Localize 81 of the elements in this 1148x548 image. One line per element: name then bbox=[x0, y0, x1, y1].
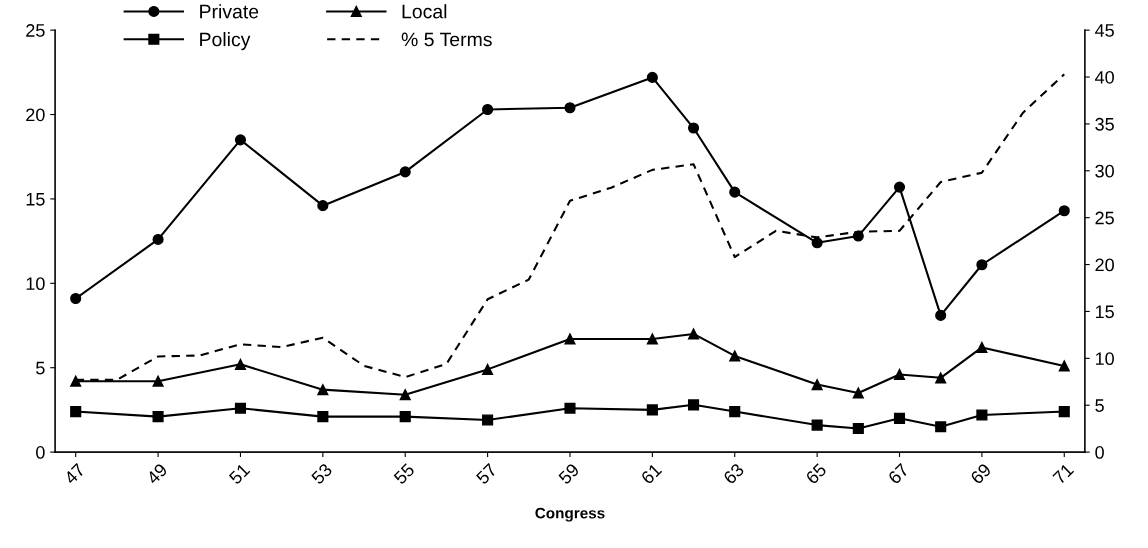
point bbox=[152, 375, 164, 387]
point bbox=[317, 200, 329, 212]
point bbox=[234, 134, 247, 146]
point bbox=[564, 102, 576, 114]
point bbox=[1058, 406, 1070, 418]
x-tick-label: 47 bbox=[63, 462, 86, 485]
y2-tick-label: 0 bbox=[1095, 446, 1104, 459]
y2-tick-label: 40 bbox=[1095, 70, 1114, 84]
point bbox=[317, 384, 329, 396]
point bbox=[564, 333, 576, 345]
x-tick-label: 53 bbox=[310, 462, 333, 485]
point bbox=[893, 368, 906, 381]
point bbox=[935, 372, 947, 384]
point bbox=[729, 186, 741, 198]
legend-label: Policy bbox=[200, 32, 251, 51]
x-tick-label: 49 bbox=[145, 462, 168, 486]
point bbox=[646, 333, 658, 345]
point bbox=[687, 328, 700, 340]
y-tick-label: 10 bbox=[26, 277, 45, 291]
point bbox=[70, 375, 82, 387]
x-tick-label: 55 bbox=[393, 462, 416, 485]
point bbox=[935, 421, 947, 433]
point bbox=[976, 409, 988, 421]
y2-tick-label: 20 bbox=[1095, 258, 1114, 272]
y2-tick-label: 15 bbox=[1095, 305, 1114, 319]
point bbox=[852, 422, 864, 435]
point bbox=[70, 406, 82, 418]
y2-tick-label: 45 bbox=[1095, 24, 1114, 37]
point bbox=[1058, 205, 1070, 217]
x-tick-label: 67 bbox=[887, 462, 910, 485]
point bbox=[976, 259, 988, 271]
x-tick-label: 63 bbox=[722, 462, 745, 485]
point bbox=[1058, 360, 1070, 372]
legend-label: % 5 Terms bbox=[401, 32, 492, 47]
point bbox=[811, 419, 823, 431]
point bbox=[234, 358, 247, 370]
point bbox=[482, 363, 494, 375]
point bbox=[152, 233, 164, 245]
legend-label: Private bbox=[200, 4, 259, 19]
point bbox=[317, 411, 329, 423]
point bbox=[687, 399, 700, 411]
point bbox=[564, 402, 576, 414]
point bbox=[976, 341, 988, 354]
x-axis-title: Congress bbox=[535, 507, 605, 522]
x-tick-label: 65 bbox=[805, 462, 828, 485]
point bbox=[935, 309, 947, 321]
x-tick-label: 51 bbox=[228, 462, 251, 485]
y2-tick-label: 25 bbox=[1095, 211, 1114, 225]
y2-tick-label: 30 bbox=[1095, 164, 1114, 178]
point bbox=[893, 412, 906, 424]
y-tick-label: 25 bbox=[26, 24, 45, 37]
y-tick-label: 15 bbox=[26, 193, 45, 206]
x-tick-label: 71 bbox=[1052, 462, 1075, 485]
x-tick-label: 61 bbox=[640, 462, 663, 485]
point bbox=[482, 414, 494, 426]
y2-tick-label: 5 bbox=[1095, 399, 1104, 412]
point bbox=[399, 166, 411, 178]
point bbox=[852, 387, 864, 399]
x-tick-label: 57 bbox=[475, 462, 498, 485]
point bbox=[811, 237, 823, 249]
x-tick-label: 69 bbox=[969, 462, 992, 485]
y2-tick-label: 35 bbox=[1095, 117, 1114, 131]
legend-label: Local bbox=[402, 4, 447, 19]
x-tick-label: 59 bbox=[557, 462, 580, 485]
point bbox=[482, 103, 494, 116]
point bbox=[399, 411, 411, 423]
point bbox=[646, 404, 658, 416]
point bbox=[70, 292, 82, 305]
y-tick-label: 5 bbox=[36, 361, 45, 375]
y-tick-label: 20 bbox=[26, 108, 45, 122]
point bbox=[152, 411, 164, 423]
point bbox=[399, 389, 411, 401]
point bbox=[646, 71, 658, 83]
point bbox=[234, 402, 247, 414]
y2-tick-label: 10 bbox=[1095, 352, 1114, 366]
point bbox=[811, 379, 823, 391]
y-tick-label: 0 bbox=[36, 446, 45, 459]
point bbox=[687, 122, 700, 134]
point bbox=[729, 350, 741, 362]
point bbox=[893, 181, 906, 193]
point bbox=[729, 406, 741, 418]
